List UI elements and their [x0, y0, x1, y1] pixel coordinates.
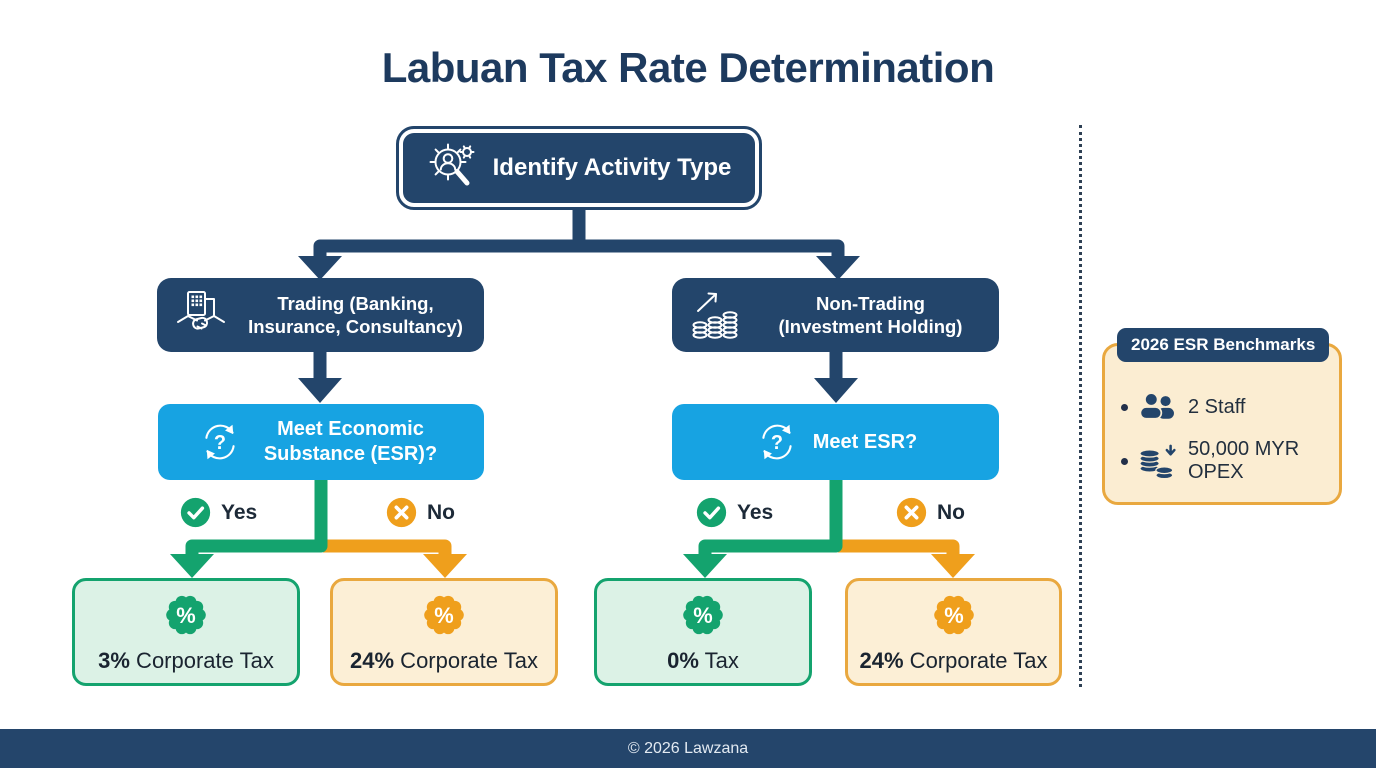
outcome-suffix: Corporate Tax [903, 648, 1048, 673]
building-handshake-icon [177, 291, 225, 330]
branch-label-non-trading: Non-Trading (Investment Holding) [778, 292, 963, 337]
no-text: No [427, 500, 455, 524]
benchmark-label: 2 Staff [1188, 395, 1246, 418]
no-label-left: No [386, 497, 455, 528]
outcome-value: 3% [98, 648, 130, 673]
bullet-icon [1121, 403, 1128, 411]
no-label-right: No [896, 497, 965, 528]
svg-text:?: ? [213, 432, 225, 454]
outcome-suffix: Corporate Tax [129, 648, 274, 673]
percent-badge-icon: % [929, 590, 979, 640]
outcome-label: 24% Corporate Tax [860, 648, 1048, 674]
check-circle-icon [696, 497, 727, 528]
staff-icon [1139, 392, 1174, 420]
svg-text:%: % [434, 603, 453, 628]
outcome-0pct-tax: % 0% Tax [594, 578, 812, 686]
percent-badge-icon: % [161, 590, 211, 640]
question-node-esr-left: ? Meet Economic Substance (ESR)? [158, 404, 484, 480]
outcome-suffix: Tax [698, 648, 739, 673]
outcome-suffix: Corporate Tax [394, 648, 538, 673]
copyright-text: © 2026 Lawzana [627, 739, 749, 757]
benchmark-label: 50,000 MYR OPEX [1188, 438, 1300, 483]
benchmark-item-staff: 2 Staff [1121, 390, 1329, 424]
refresh-question-icon: ? [204, 424, 235, 460]
page-title: Labuan Tax Rate Determination [381, 44, 995, 91]
branch-node-non-trading: Non-Trading (Investment Holding) [672, 278, 999, 352]
question-label-right: Meet ESR? [812, 430, 918, 453]
outcome-label: 3% Corporate Tax [98, 648, 274, 674]
outcome-value: 24% [350, 648, 395, 673]
percent-badge-icon: % [419, 590, 469, 640]
refresh-question-icon: ? [762, 424, 792, 460]
svg-text:%: % [176, 603, 195, 628]
yes-text: Yes [737, 500, 774, 524]
yes-label-left: Yes [180, 497, 257, 528]
outcome-24pct-corporate-tax-left: % 24% Corporate Tax [330, 578, 558, 686]
percent-badge-icon: % [678, 590, 728, 640]
svg-text:%: % [944, 603, 963, 628]
coins-down-icon [1139, 444, 1176, 480]
gear-search-icon [429, 143, 475, 186]
branch-label-trading: Trading (Banking, Insurance, Consultancy… [248, 292, 463, 337]
bullet-icon [1121, 457, 1128, 465]
x-circle-icon [386, 497, 417, 528]
benchmark-item-opex: 50,000 MYR OPEX [1121, 438, 1329, 484]
esr-benchmarks-panel: 2026 ESR Benchmarks 2 Staff [1102, 328, 1342, 505]
root-node-identify-activity: Identify Activity Type [396, 126, 762, 210]
outcome-24pct-corporate-tax-right: % 24% Corporate Tax [845, 578, 1062, 686]
question-label-left: Meet Economic Substance (ESR)? [263, 418, 438, 465]
coins-growth-icon [692, 292, 738, 339]
esr-benchmarks-title: 2026 ESR Benchmarks [1117, 328, 1330, 362]
yes-text: Yes [221, 500, 258, 524]
svg-text:?: ? [771, 432, 783, 454]
check-circle-icon [180, 497, 211, 528]
yes-label-right: Yes [696, 497, 773, 528]
outcome-value: 0% [667, 648, 699, 673]
x-circle-icon [896, 497, 927, 528]
dotted-divider [1079, 125, 1082, 687]
outcome-value: 24% [859, 648, 904, 673]
root-node-label: Identify Activity Type [492, 154, 732, 181]
svg-text:%: % [693, 603, 712, 628]
outcome-label: 0% Tax [667, 648, 739, 674]
outcome-3pct-corporate-tax: % 3% Corporate Tax [72, 578, 300, 686]
branch-node-trading: Trading (Banking, Insurance, Consultancy… [157, 278, 484, 352]
footer-bar: © 2026 Lawzana [0, 729, 1376, 768]
no-text: No [937, 500, 965, 524]
outcome-label: 24% Corporate Tax [350, 648, 538, 674]
question-node-esr-right: ? Meet ESR? [672, 404, 999, 480]
